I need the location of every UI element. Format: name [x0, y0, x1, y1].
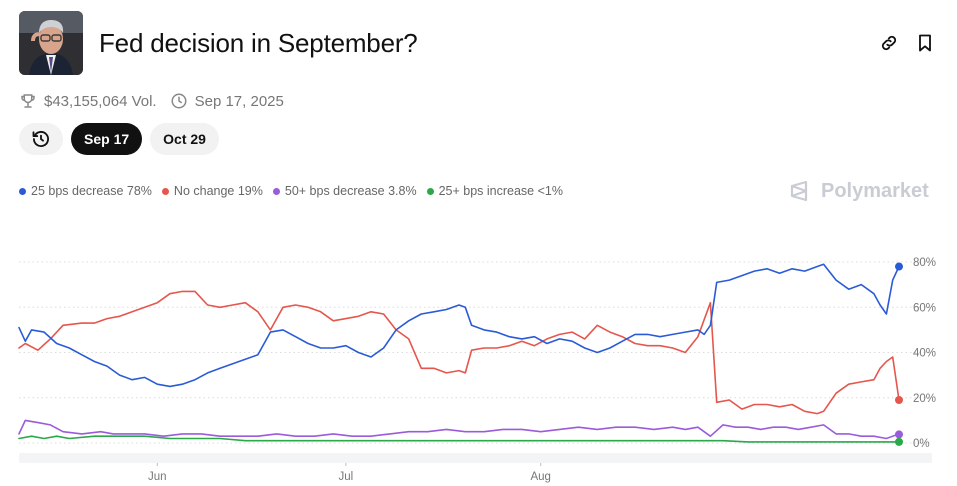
- legend-item-50bps-decrease: 50+ bps decrease 3.8%: [272, 184, 417, 198]
- clock-icon: [170, 92, 188, 110]
- x-axis: Jun Jul Aug: [19, 453, 932, 483]
- legend-item-25bps-decrease: 25 bps decrease 78%: [19, 184, 152, 198]
- end-marker-25-bps-decrease: [895, 262, 903, 271]
- tab-sep-17[interactable]: Sep 17: [71, 123, 143, 155]
- legend-dot-red: [161, 187, 169, 195]
- legend-item-25bps-increase: 25+ bps increase <1%: [426, 184, 563, 198]
- avatar-portrait: [19, 11, 83, 75]
- series-end-markers: [895, 262, 903, 446]
- x-tick-label: Jul: [339, 471, 354, 483]
- end-date-text: Sep 17, 2025: [194, 92, 284, 110]
- legend-dot-purple: [272, 187, 280, 195]
- market-meta: $43,155,064 Vol. Sep 17, 2025: [19, 90, 284, 112]
- chart-grid: [19, 261, 932, 444]
- legend-label: 25+ bps increase <1%: [438, 184, 563, 198]
- polymarket-logo-icon: [790, 180, 808, 202]
- series-line-50-bps-decrease: [18, 419, 900, 440]
- market-title: Fed decision in September?: [99, 28, 418, 58]
- legend-label: 25 bps decrease 78%: [31, 184, 152, 198]
- market-header: Fed decision in September?: [19, 11, 939, 77]
- date-tabs: Sep 17 Oct 29: [19, 123, 227, 155]
- series-line-25-bps-decrease: [18, 263, 900, 388]
- market-avatar: [19, 11, 83, 75]
- brand-name: Polymarket: [821, 179, 929, 202]
- price-history-chart[interactable]: Jun Jul Aug 80% 60% 40% 20% 0%: [0, 250, 957, 486]
- legend-dot-blue: [19, 187, 26, 195]
- end-marker-50-bps-decrease: [895, 430, 903, 439]
- volume: $43,155,064 Vol.: [19, 92, 157, 110]
- volume-text: $43,155,064 Vol.: [44, 92, 157, 110]
- y-tick-label: 80%: [913, 257, 936, 269]
- y-axis: 80% 60% 40% 20% 0%: [913, 257, 936, 450]
- series-line-25-bps-increase: [18, 435, 900, 443]
- range-track: [19, 453, 932, 463]
- x-tick-label: Jun: [148, 471, 167, 483]
- end-marker-25-bps-increase: [895, 437, 903, 446]
- end-date: Sep 17, 2025: [170, 92, 284, 110]
- trophy-icon: [19, 92, 37, 110]
- y-tick-label: 20%: [913, 393, 936, 405]
- y-tick-label: 40%: [913, 348, 936, 360]
- copy-link-button[interactable]: [877, 31, 901, 55]
- legend-item-no-change: No change 19%: [161, 184, 263, 198]
- history-icon: [32, 131, 49, 147]
- bookmark-icon: [919, 34, 931, 52]
- polymarket-watermark: Polymarket: [788, 178, 929, 204]
- legend-dot-green: [426, 187, 434, 195]
- y-tick-label: 0%: [913, 438, 930, 450]
- chart-lines: [18, 263, 900, 443]
- tab-oct-29[interactable]: Oct 29: [150, 123, 219, 155]
- chart-legend: 25 bps decrease 78% No change 19% 50+ bp…: [19, 183, 573, 199]
- link-icon: [881, 35, 897, 51]
- legend-label: No change 19%: [173, 184, 263, 198]
- x-tick-label: Aug: [530, 471, 550, 483]
- series-line-no-change: [18, 290, 900, 415]
- end-marker-no-change: [895, 396, 903, 405]
- history-button[interactable]: [19, 123, 63, 155]
- bookmark-button[interactable]: [913, 31, 937, 55]
- legend-label: 50+ bps decrease 3.8%: [284, 184, 417, 198]
- y-tick-label: 60%: [913, 302, 936, 314]
